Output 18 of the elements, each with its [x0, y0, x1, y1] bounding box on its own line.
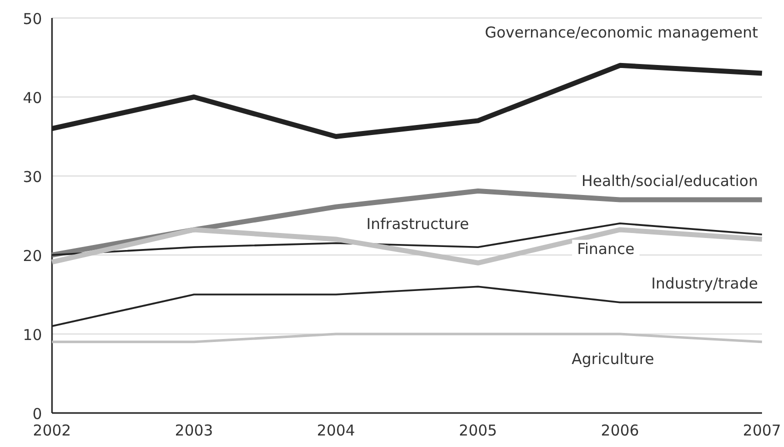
y-tick-label: 0 [32, 405, 42, 423]
x-tick-label: 2003 [174, 422, 214, 440]
x-tick-label: 2005 [458, 422, 498, 440]
y-tick-label: 20 [22, 247, 42, 265]
x-tick-label: 2006 [600, 422, 640, 440]
y-tick-label: 50 [22, 10, 42, 28]
y-tick-label: 30 [22, 168, 42, 186]
x-tick-label: 2007 [742, 422, 782, 440]
series-label: Infrastructure [366, 215, 469, 234]
text: Governance/economic management [484, 23, 758, 42]
y-tick-label: 10 [22, 326, 42, 344]
series-label: Industry/trade [651, 274, 758, 293]
x-tick-label: 2004 [316, 422, 356, 440]
x-tick-label: 2002 [32, 422, 72, 440]
series-label: Finance [577, 240, 634, 258]
series-label: Agriculture [572, 350, 654, 368]
series-label: Health/social/education [581, 172, 758, 190]
y-tick-label: 40 [22, 89, 42, 107]
